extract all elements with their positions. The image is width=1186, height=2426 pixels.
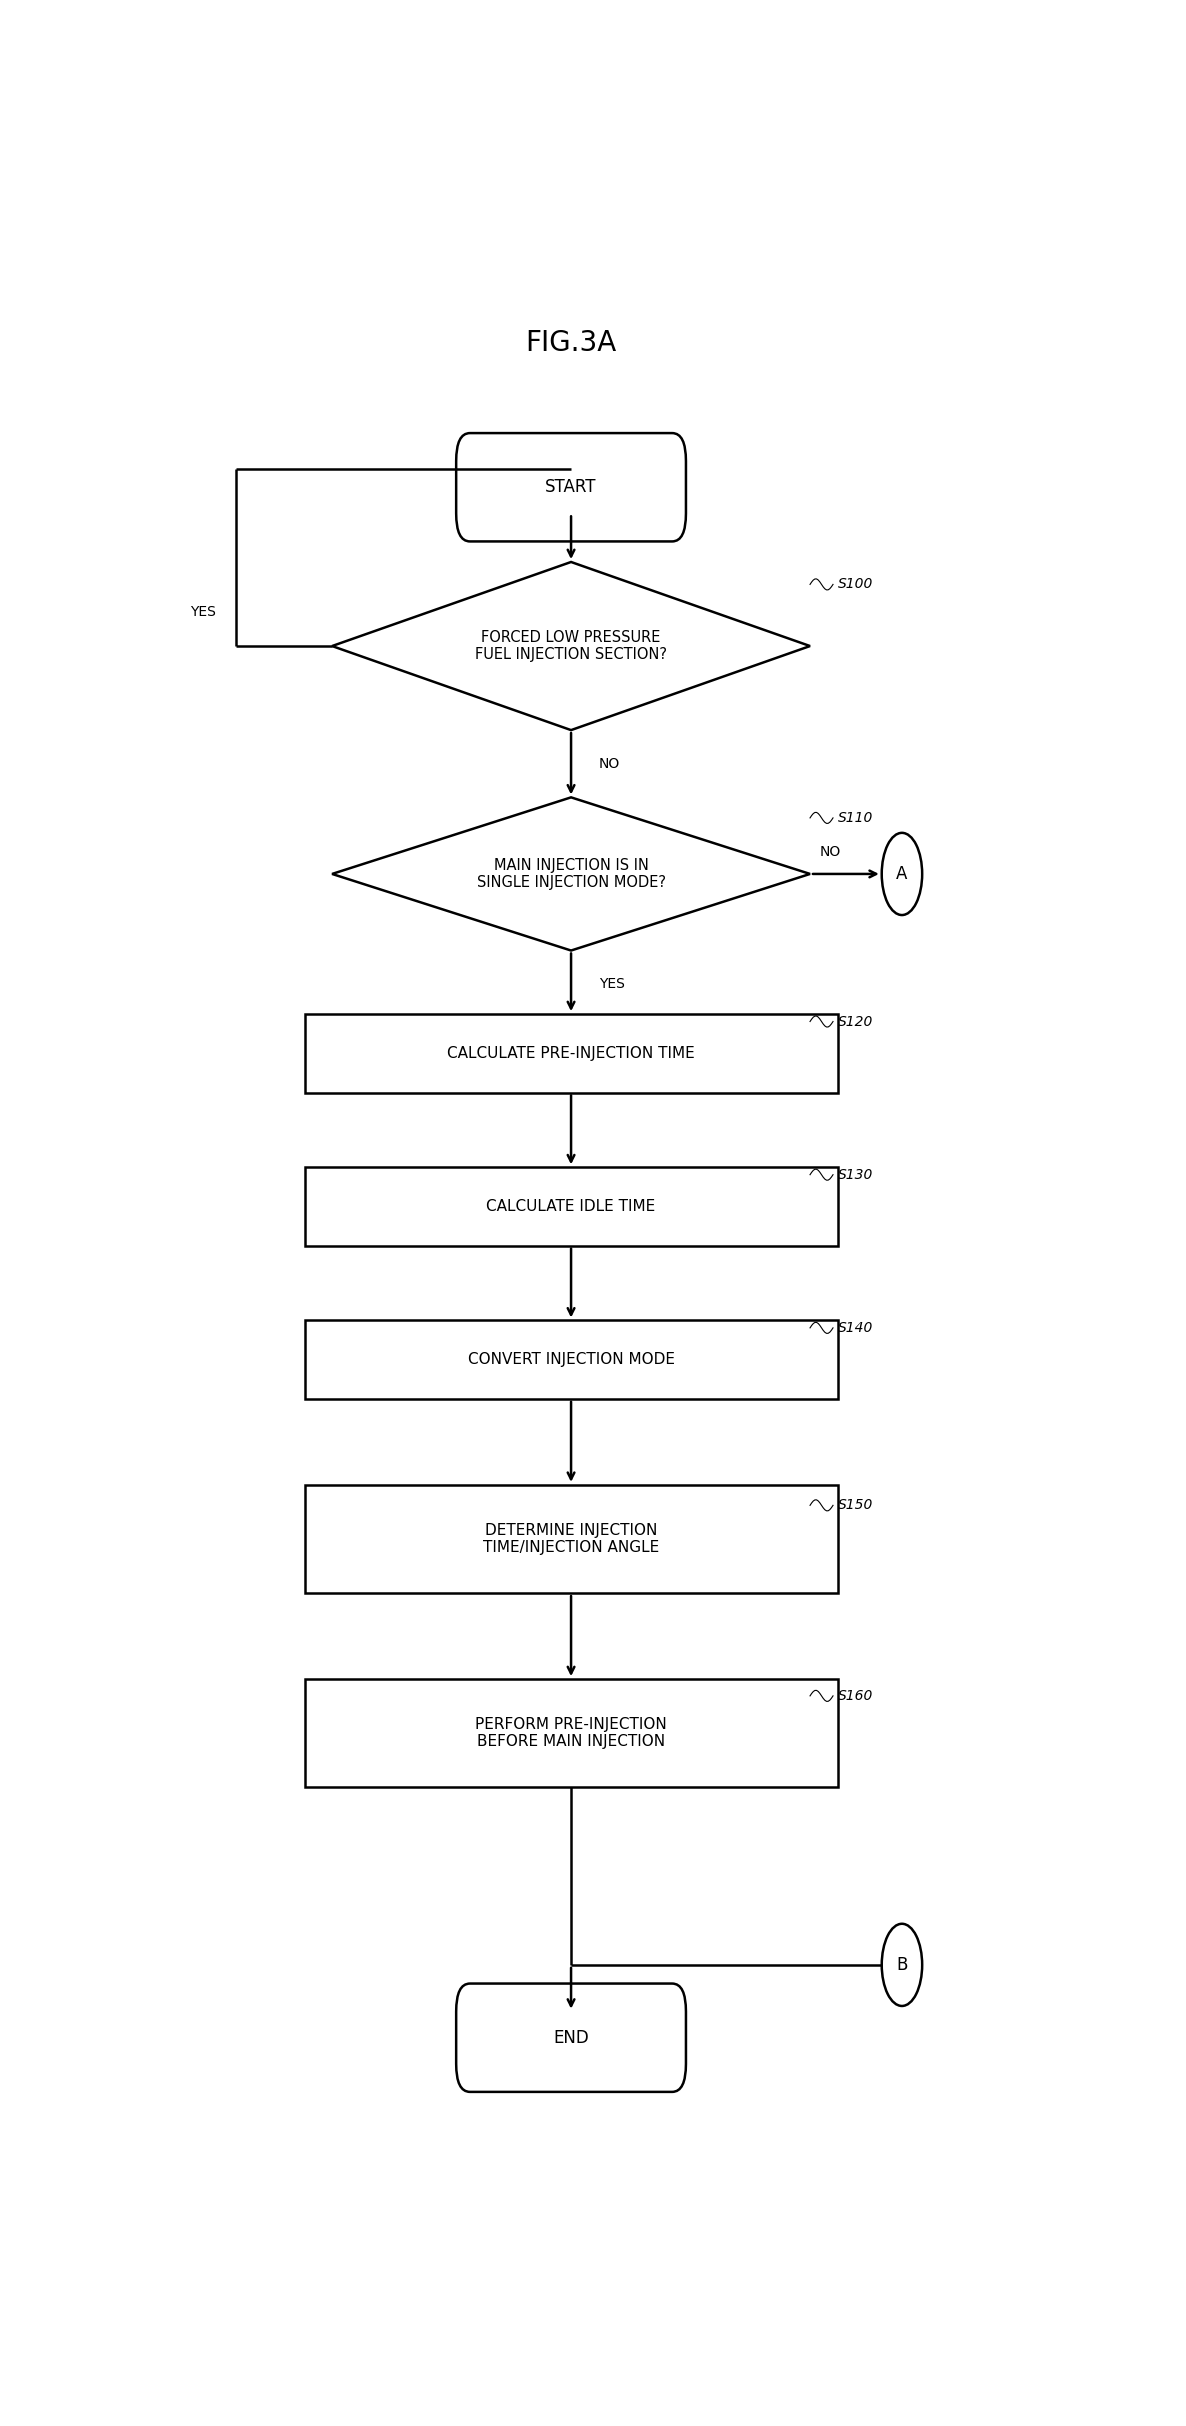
Polygon shape [332, 563, 810, 730]
Text: A: A [897, 866, 907, 883]
Bar [305, 1485, 837, 1594]
Text: S120: S120 [837, 1014, 873, 1029]
Text: MAIN INJECTION IS IN
SINGLE INJECTION MODE?: MAIN INJECTION IS IN SINGLE INJECTION MO… [477, 859, 665, 890]
Text: CALCULATE PRE-INJECTION TIME: CALCULATE PRE-INJECTION TIME [447, 1046, 695, 1060]
Bar [305, 1320, 837, 1400]
Text: DETERMINE INJECTION
TIME/INJECTION ANGLE: DETERMINE INJECTION TIME/INJECTION ANGLE [483, 1524, 659, 1555]
Text: CALCULATE IDLE TIME: CALCULATE IDLE TIME [486, 1198, 656, 1213]
Text: YES: YES [599, 978, 625, 992]
Circle shape [881, 1924, 923, 2006]
Text: S100: S100 [837, 577, 873, 592]
Text: FIG.3A: FIG.3A [525, 330, 617, 357]
Text: NO: NO [599, 757, 620, 771]
Text: FORCED LOW PRESSURE
FUEL INJECTION SECTION?: FORCED LOW PRESSURE FUEL INJECTION SECTI… [476, 631, 667, 662]
Text: S130: S130 [837, 1167, 873, 1181]
Text: YES: YES [191, 606, 216, 619]
FancyBboxPatch shape [457, 1984, 686, 2091]
Circle shape [881, 832, 923, 915]
Text: S150: S150 [837, 1499, 873, 1511]
Text: CONVERT INJECTION MODE: CONVERT INJECTION MODE [467, 1351, 675, 1368]
Bar [305, 1014, 837, 1092]
Text: PERFORM PRE-INJECTION
BEFORE MAIN INJECTION: PERFORM PRE-INJECTION BEFORE MAIN INJECT… [476, 1718, 667, 1749]
Text: S160: S160 [837, 1688, 873, 1703]
Polygon shape [332, 798, 810, 951]
Text: NO: NO [820, 844, 841, 859]
Text: START: START [546, 478, 597, 497]
Text: S110: S110 [837, 810, 873, 825]
Text: S140: S140 [837, 1320, 873, 1334]
Bar [305, 1679, 837, 1788]
FancyBboxPatch shape [457, 434, 686, 541]
Text: END: END [553, 2028, 589, 2048]
Text: B: B [897, 1955, 907, 1975]
Bar [305, 1167, 837, 1245]
